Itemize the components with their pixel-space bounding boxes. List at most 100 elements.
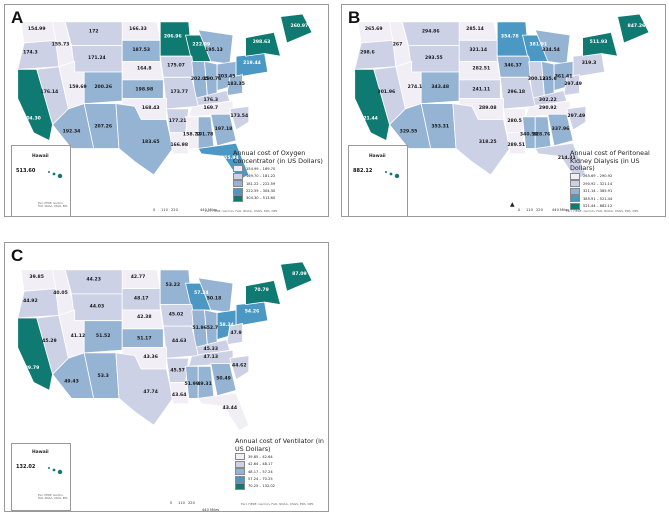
state-value-wy: 171.24 [88,55,106,61]
panel-label-a: A [11,8,24,27]
state-wa [20,21,57,44]
state-sc [566,105,587,131]
state-value-al: 49.31 [197,381,212,387]
state-ga [547,113,574,147]
scale-label-3: 440 Miles [552,208,570,212]
state-la [169,381,190,405]
legend-swatch [233,165,243,173]
scale-label-0: 0 [170,501,173,505]
legend-label: 39.85 – 42.64 [248,454,273,459]
state-value-co: 200.26 [94,84,112,90]
legend-a: Annual cost of Oxygen Concentrator (in U… [233,149,323,202]
state-value-pa: 319.3 [582,60,597,66]
hawaii-label: Hawaii [32,154,49,159]
state-value-ne: 164.8 [137,65,152,71]
state-value-in: 335.6 [542,76,557,82]
scale-bar-b: 0 110 220 440 Miles [518,208,578,216]
state-value-tx: 47.74 [143,389,158,395]
hawaii-islands-icon [385,171,400,178]
state-value-wa: 265.69 [365,26,383,32]
legend-swatch [570,202,580,210]
state-value-or: 44.92 [23,298,38,304]
hawaii-inset-a: Hawaii 513.60 Esri, HERE, Garmin, FAO, N… [11,145,71,216]
state-value-fl: 214.31 [558,155,576,161]
state-value-me: 87.09 [292,271,307,277]
legend-title: Annual cost of Ventilator (in US Dollars… [235,437,324,453]
legend-title: Annual cost of Oxygen Concentrator (in U… [233,149,323,165]
state-value-sd: 187.53 [132,47,150,53]
attribution-a: Esri, HERE, Garmin, FAO, NOAA, USGS, EPA… [205,209,278,213]
state-value-id: 267 [393,42,403,48]
state-value-al: 328.76 [533,131,551,137]
state-value-mi: 334.54 [542,47,560,53]
state-value-la: 43.64 [172,392,187,398]
state-value-ia: 346.37 [504,63,522,69]
state-value-nm: 53.3 [98,373,109,379]
state-value-mo: 296.18 [507,89,525,95]
legend-item: 321.14 – 385.91 [570,187,660,195]
legend-item: 304.30 – 513.60 [233,194,323,202]
state-value-wa: 154.99 [28,26,46,32]
legend-swatch [570,195,580,203]
state-ca [17,317,53,391]
state-value-la: 166.98 [170,142,188,148]
state-value-nd: 285.14 [466,26,484,32]
state-value-id: 155.73 [52,42,70,48]
state-value-me: 847.26 [628,23,646,29]
state-value-or: 174.3 [23,50,38,56]
state-value-ia: 45.02 [169,311,184,317]
state-me [280,13,313,44]
state-value-wi: 57.24 [194,290,209,296]
state-value-co: 51.52 [96,333,111,339]
map-panel-b: 265.69 298.6 267 294.86 293.55 285.14 321.14 35… [341,4,666,217]
state-me [280,261,313,292]
legend-item: 521.44 – 882.12 [570,202,660,210]
legend-label: 70.25 – 132.02 [248,484,275,489]
state-la [506,132,527,155]
legend-item: 42.64 – 48.17 [235,460,325,468]
legend-label: 304.30 – 513.60 [246,196,276,201]
legend-c: Annual cost of Ventilator (in US Dollars… [235,437,325,490]
state-value-or: 298.6 [360,50,375,56]
state-value-mt: 172 [89,28,99,34]
state-value-az: 192.34 [63,129,81,135]
state-value-mo: 173.77 [170,89,188,95]
state-value-sc: 297.49 [567,113,585,119]
state-value-ky: 45.33 [204,346,219,352]
state-sc [229,355,250,381]
legend-swatch [570,187,580,195]
legend-label: 181.22 – 222.59 [246,181,276,186]
scale-label-2: 220 [536,208,543,212]
state-value-ks: 51.17 [137,336,152,342]
panel-label-b: B [348,8,361,27]
state-value-nd: 42.77 [131,274,146,280]
state-fl [197,392,250,432]
state-value-fl: 43.44 [223,405,238,411]
legend-swatch [570,180,580,188]
state-value-ga: 337.96 [552,126,570,132]
state-value-ks: 241.11 [472,87,490,93]
state-value-mn: 206.96 [164,34,182,40]
state-value-oh: 361.41 [555,73,573,79]
state-value-fl: 255.94 [221,155,239,161]
legend-label: 169.70 – 181.22 [246,174,276,179]
legend-item: 57.24 – 70.25 [235,475,325,483]
state-value-az: 329.55 [400,129,418,135]
state-value-wy: 44.03 [90,303,105,309]
state-value-ia: 175.07 [167,63,185,69]
legend-label: 385.91 – 521.44 [583,196,613,201]
legend-label: 154.99 – 169.70 [246,166,276,171]
state-value-mi: 50.18 [207,295,222,301]
state-fl [534,142,587,181]
state-value-mo: 44.63 [172,338,187,344]
scale-bar-c: 0 110 220 440 Miles [170,501,240,512]
state-value-id: 40.05 [53,290,68,296]
hawaii-inset-c: Hawaii 132.02 Esri, HERE, Garmin, FAO, N… [11,443,71,511]
hawaii-value: 882.12 [353,168,373,174]
inset-attribution: Esri, HERE, Garmin, FAO, NOAA, USGS, EPA [38,202,68,209]
scale-label-3: 440 Miles [202,508,220,512]
legend-label: 222.59 – 304.30 [246,189,276,194]
state-value-tn: 47.13 [204,354,219,360]
state-value-ms: 51.99 [185,381,200,387]
state-value-sd: 321.14 [469,47,487,53]
